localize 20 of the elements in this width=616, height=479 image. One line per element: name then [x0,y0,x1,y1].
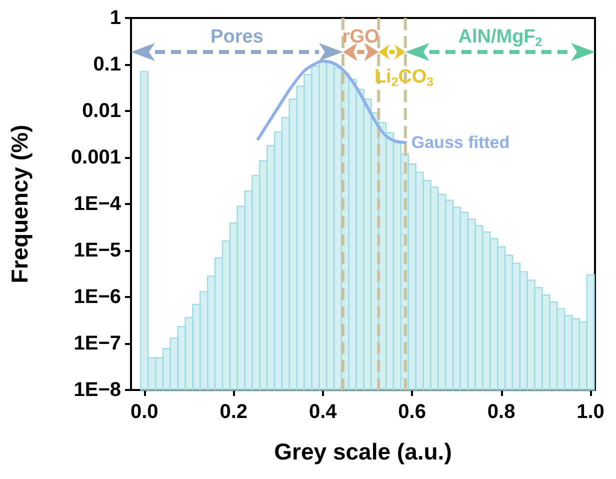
y-tick-label: 0.1 [93,54,121,76]
y-tick-label: 1E−5 [74,240,121,262]
y-tick-label: 0.001 [70,146,121,168]
series-label: Gauss fitted [411,133,510,152]
x-tick-label: 0.8 [487,401,516,423]
y-tick-label: 1E−7 [74,332,121,354]
y-tick-label: 1E−8 [74,379,121,401]
x-tick-label: 0.0 [130,401,158,423]
annotation: rGO [342,26,380,48]
y-tick-label: 1E−6 [74,286,121,308]
x-tick-label: 0.2 [220,401,248,423]
x-tick-label: 0.4 [308,401,338,423]
y-tick-label: 1E−4 [74,193,122,215]
y-axis-title: Frequency (%) [6,124,32,284]
annotation: Pores [210,26,264,48]
x-tick-label: 0.6 [398,401,426,423]
x-tick-label: 1.0 [576,401,604,423]
x-axis-title: Grey scale (a.u.) [274,438,452,464]
y-tick-label: 0.01 [82,100,121,122]
y-tick-label: 1 [110,7,121,29]
